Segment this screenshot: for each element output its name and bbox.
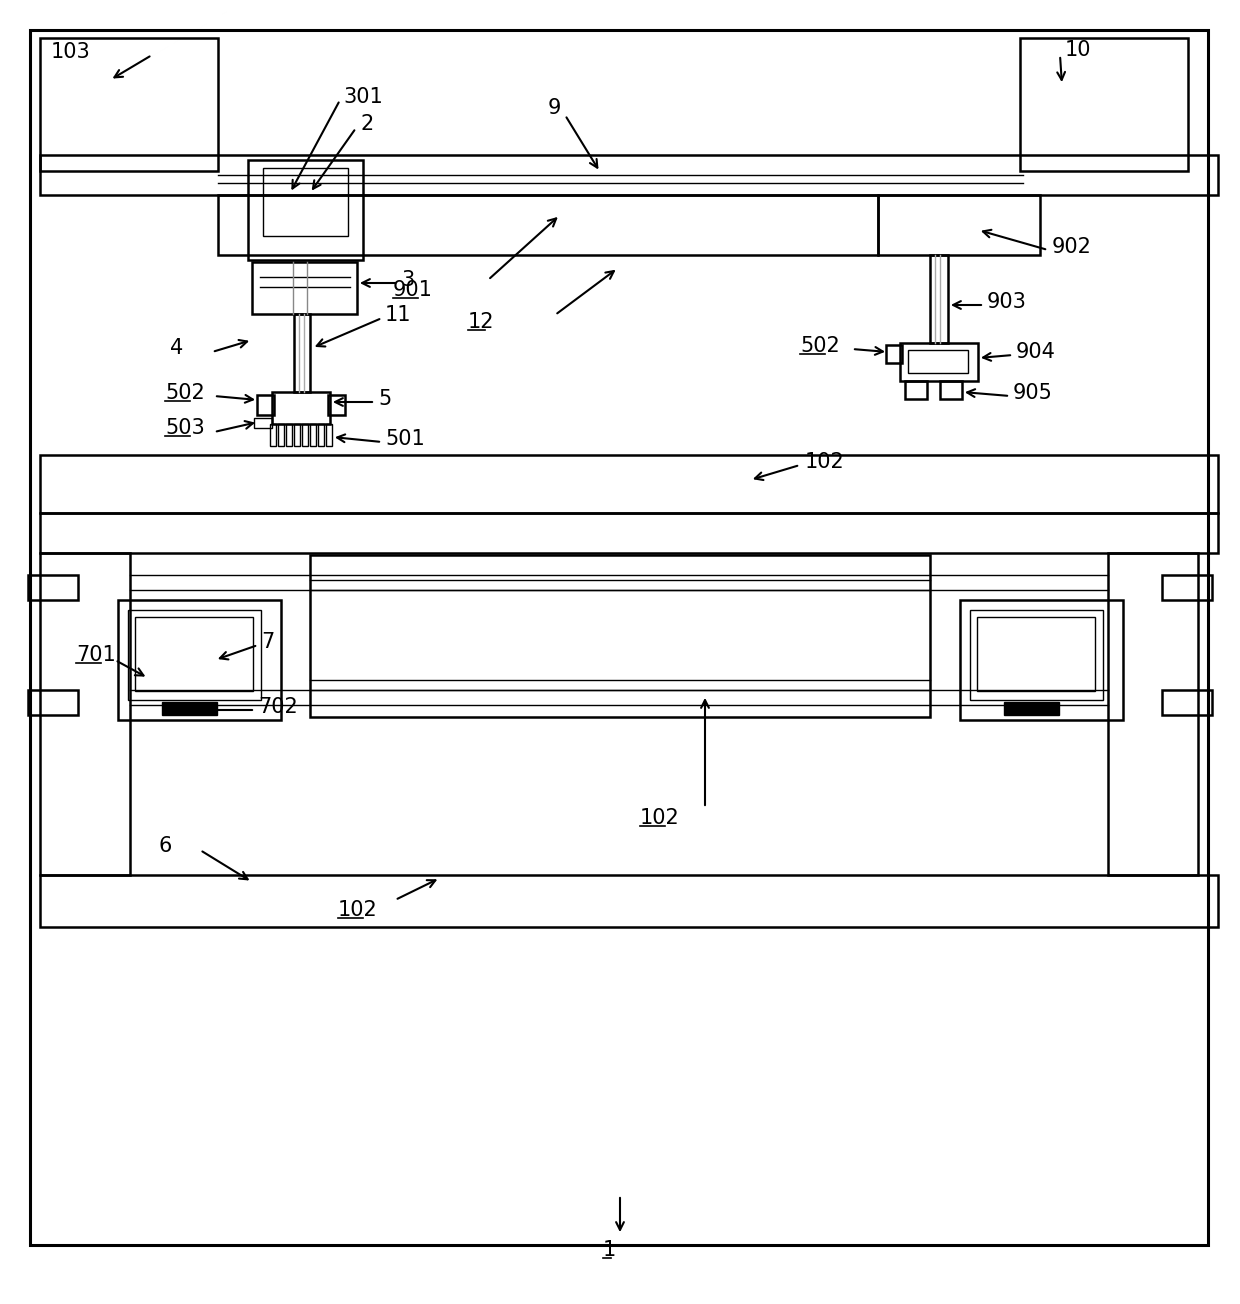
Bar bbox=[252, 262, 357, 314]
Bar bbox=[1021, 38, 1188, 171]
Bar bbox=[1109, 553, 1198, 875]
Text: 6: 6 bbox=[157, 836, 171, 855]
Bar bbox=[1162, 690, 1211, 715]
Text: 2: 2 bbox=[360, 113, 373, 134]
Bar bbox=[329, 395, 345, 415]
Bar bbox=[40, 38, 218, 171]
Bar bbox=[248, 160, 363, 259]
Text: 701: 701 bbox=[76, 645, 115, 665]
Text: 102: 102 bbox=[339, 900, 378, 921]
Text: 903: 903 bbox=[987, 292, 1027, 312]
Bar bbox=[286, 424, 291, 446]
Bar bbox=[29, 575, 78, 600]
Bar bbox=[162, 702, 217, 715]
Text: 5: 5 bbox=[378, 389, 392, 409]
Bar bbox=[310, 556, 930, 717]
Bar bbox=[254, 419, 272, 428]
Text: 904: 904 bbox=[1016, 342, 1056, 363]
Text: 11: 11 bbox=[384, 305, 412, 325]
Bar bbox=[905, 381, 928, 399]
Text: 12: 12 bbox=[467, 312, 495, 333]
Bar bbox=[135, 617, 253, 691]
Text: 301: 301 bbox=[343, 87, 383, 107]
Bar bbox=[40, 553, 130, 875]
Bar bbox=[263, 168, 348, 236]
Bar bbox=[272, 393, 330, 424]
Bar bbox=[1004, 702, 1059, 715]
Text: 102: 102 bbox=[805, 452, 844, 472]
Text: 9: 9 bbox=[548, 98, 562, 117]
Text: 3: 3 bbox=[401, 270, 414, 289]
Bar bbox=[40, 155, 1218, 196]
Bar bbox=[1162, 575, 1211, 600]
Bar bbox=[977, 617, 1095, 691]
Bar bbox=[294, 314, 310, 393]
Text: 4: 4 bbox=[170, 338, 184, 359]
Bar bbox=[310, 424, 316, 446]
Text: 702: 702 bbox=[258, 698, 298, 717]
Text: 1: 1 bbox=[603, 1240, 616, 1260]
Bar bbox=[317, 424, 324, 446]
Bar bbox=[270, 424, 277, 446]
Text: 901: 901 bbox=[393, 280, 433, 300]
Bar bbox=[970, 610, 1104, 700]
Bar bbox=[900, 343, 978, 381]
Bar bbox=[294, 424, 300, 446]
Bar bbox=[118, 600, 281, 720]
Bar bbox=[326, 424, 332, 446]
Text: 7: 7 bbox=[260, 632, 274, 652]
Bar bbox=[887, 346, 901, 363]
Bar bbox=[40, 875, 1218, 927]
Bar bbox=[40, 512, 1218, 553]
Bar bbox=[303, 424, 308, 446]
Text: 502: 502 bbox=[165, 383, 205, 403]
Bar bbox=[40, 455, 1218, 512]
Text: 102: 102 bbox=[640, 808, 680, 828]
Bar bbox=[908, 349, 968, 373]
Bar bbox=[940, 381, 962, 399]
Text: 501: 501 bbox=[384, 429, 425, 449]
Bar bbox=[960, 600, 1123, 720]
Bar bbox=[878, 196, 1040, 256]
Text: 902: 902 bbox=[1052, 237, 1092, 257]
Bar bbox=[218, 196, 878, 256]
Text: 10: 10 bbox=[1065, 40, 1091, 60]
Bar bbox=[278, 424, 284, 446]
Bar bbox=[29, 690, 78, 715]
Text: 503: 503 bbox=[165, 419, 205, 438]
Bar bbox=[128, 610, 260, 700]
Text: 905: 905 bbox=[1013, 383, 1053, 403]
Bar bbox=[257, 395, 274, 415]
Text: 103: 103 bbox=[51, 42, 91, 63]
Text: 502: 502 bbox=[800, 336, 839, 356]
Bar bbox=[930, 256, 949, 343]
